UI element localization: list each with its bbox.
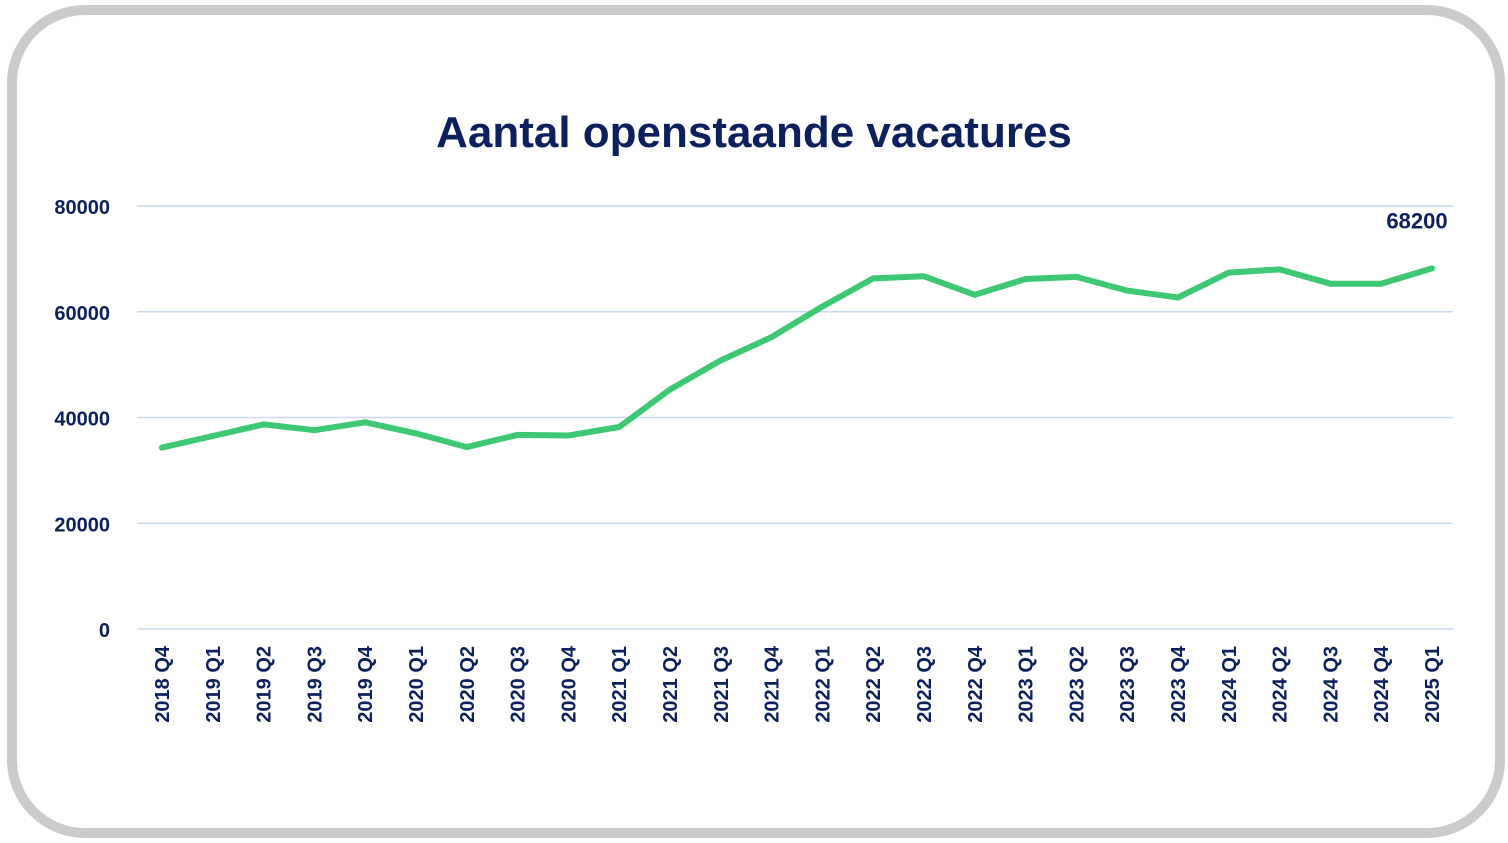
data-point [1175,294,1181,301]
data-point [1073,273,1080,280]
data-point [463,444,470,451]
x-tick-label: 2021 Q2 [660,646,682,723]
x-tick-label: 2023 Q3 [1117,646,1139,723]
data-point [260,421,267,428]
x-tick-label: 2020 Q1 [406,646,428,723]
x-tick-label: 2019 Q4 [355,645,377,723]
x-tick-label: 2023 Q4 [1168,645,1190,723]
data-point [413,430,419,437]
x-tick-label: 2021 Q4 [762,645,784,723]
data-point [1429,265,1435,272]
y-tick-label: 20000 [54,514,110,536]
data-label: 68200 [1386,208,1447,233]
x-tick-label: 2019 Q2 [254,646,276,723]
data-point [921,273,927,280]
data-point [1225,269,1232,276]
x-tick-label: 2025 Q1 [1422,646,1444,723]
y-tick-label: 80000 [54,197,110,219]
data-point [159,444,165,451]
y-tick-label: 60000 [54,303,110,325]
data-point [1276,266,1283,273]
y-axis-tick-labels: 0 20000 40000 60000 80000 [54,197,110,642]
data-point [565,432,572,439]
x-tick-label: 2021 Q3 [711,646,733,723]
data-point [362,419,369,426]
data-point [971,291,978,298]
data-point [717,357,724,364]
x-tick-label: 2022 Q4 [965,645,987,723]
gridlines [137,205,1453,630]
x-axis-tick-labels: 2018 Q4 2019 Q1 2019 Q2 2019 Q3 2019 Q4 2020 … [152,645,1444,723]
x-tick-label: 2023 Q1 [1016,646,1038,723]
x-tick-label: 2019 Q1 [203,646,225,723]
data-point [819,303,826,310]
y-tick-label: 40000 [54,409,110,431]
x-tick-label: 2020 Q3 [508,646,530,723]
data-point [1378,280,1385,287]
series-line [159,265,1435,451]
data-point [1327,280,1334,287]
data-point [1022,275,1029,282]
x-tick-label: 2021 Q1 [609,646,631,723]
data-point [768,334,775,341]
data-point [514,431,521,438]
series-layer [159,265,1435,451]
x-tick-label: 2024 Q3 [1320,646,1342,723]
x-tick-label: 2019 Q3 [304,646,326,723]
data-point [616,424,623,431]
annotations: 68200 [1386,208,1447,233]
x-tick-label: 2022 Q1 [812,646,834,723]
data-point [1124,287,1131,294]
data-point [311,427,318,434]
data-point [870,275,877,282]
chart-title: Aantal openstaande vacatures [436,108,1072,157]
x-tick-label: 2024 Q1 [1219,646,1241,723]
x-tick-label: 2022 Q2 [863,646,885,723]
data-point [209,433,216,440]
chart-frame [7,5,1505,838]
data-point [667,386,673,393]
x-tick-label: 2024 Q4 [1371,645,1393,723]
x-tick-label: 2020 Q2 [457,646,479,723]
y-tick-label: 0 [99,620,110,642]
x-tick-label: 2020 Q4 [558,645,580,723]
x-tick-label: 2022 Q3 [914,646,936,723]
x-tick-label: 2018 Q4 [152,645,174,723]
x-tick-label: 2024 Q2 [1270,646,1292,723]
x-tick-label: 2023 Q2 [1066,646,1088,723]
